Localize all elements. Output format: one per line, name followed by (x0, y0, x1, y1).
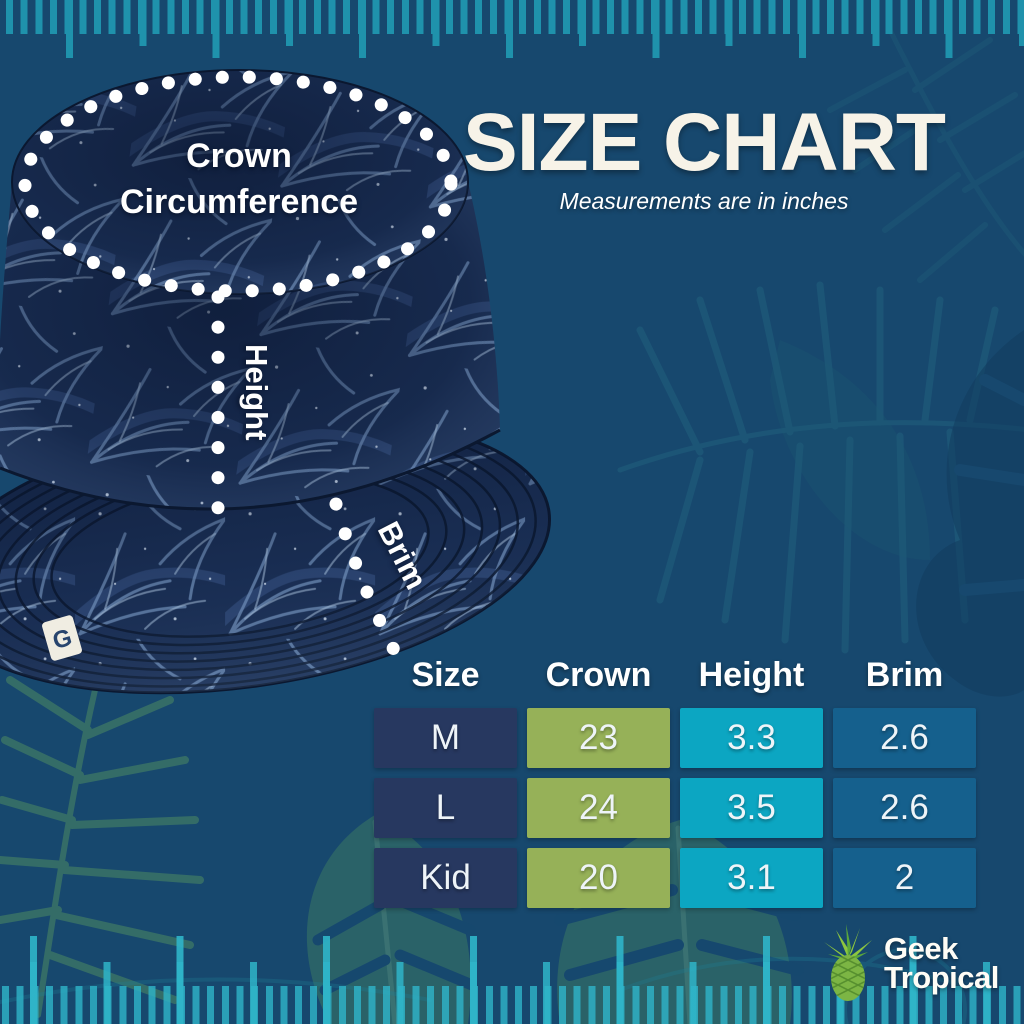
hat-tag: G (42, 615, 82, 661)
column-header-brim: Brim (865, 655, 944, 694)
size-chart-table: Size Crown Height Brim M 23 3.3 2.6 L 24… (374, 652, 976, 908)
subtitle: Measurements are in inches (559, 188, 849, 214)
top-ruler-decoration (0, 0, 1024, 58)
title-block: SIZE CHART Measurements are in inches (448, 102, 960, 215)
brand-name-line1: Geek (884, 930, 958, 966)
cell-crown-kid: 20 (527, 848, 670, 908)
cell-brim-kid: 2 (833, 848, 976, 908)
page-title: SIZE CHART (463, 97, 946, 188)
brand-logo: Geek Tropical (816, 920, 999, 1006)
height-label: Height (239, 344, 274, 441)
measurement-dots (18, 70, 458, 657)
cell-height-l: 3.5 (680, 778, 823, 838)
crown-circumference-dotted-ellipse (18, 70, 458, 298)
cell-height-kid: 3.1 (680, 848, 823, 908)
cell-size-kid: Kid (374, 848, 517, 908)
crown-label-line1: Crown (186, 137, 292, 175)
bucket-hat-illustration: G (0, 69, 552, 695)
cell-brim-l: 2.6 (833, 778, 976, 838)
crown-circumference-label: Crown Circumference (55, 134, 423, 226)
cell-size-l: L (374, 778, 517, 838)
cell-brim-m: 2.6 (833, 708, 976, 768)
cell-crown-l: 24 (527, 778, 670, 838)
pineapple-icon (824, 924, 872, 1001)
brand-name-line2: Tropical (884, 960, 999, 995)
crown-label-line2: Circumference (119, 182, 359, 221)
cell-height-m: 3.3 (680, 708, 823, 768)
brand-name: Geek Tropical (884, 930, 999, 995)
column-header-crown: Crown (545, 655, 652, 694)
cell-size-m: M (374, 708, 517, 768)
column-header-size: Size (411, 655, 480, 694)
column-header-height: Height (698, 655, 805, 694)
cell-crown-m: 23 (527, 708, 670, 768)
